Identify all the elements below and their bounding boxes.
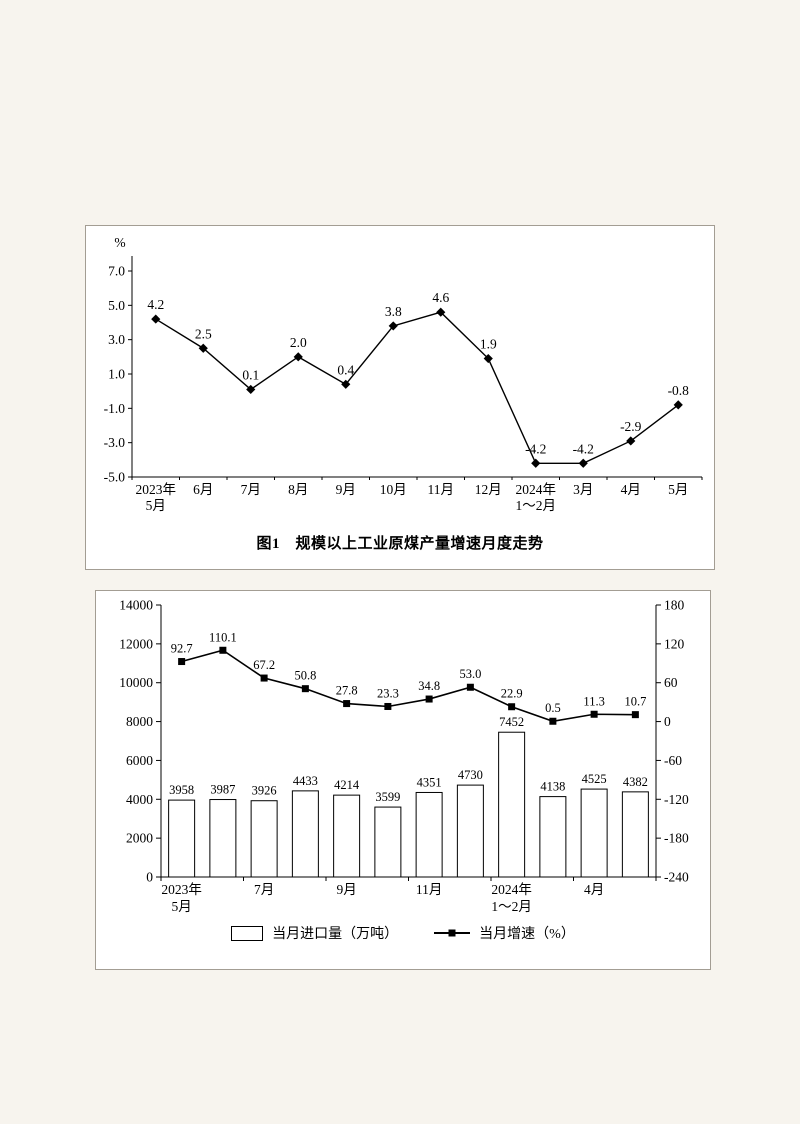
svg-text:4382: 4382 <box>623 775 648 789</box>
legend-item-growth-rate: 当月增速（%） <box>434 923 575 943</box>
svg-text:7452: 7452 <box>499 715 524 729</box>
svg-text:2023年: 2023年 <box>161 882 202 897</box>
svg-text:0.5: 0.5 <box>545 701 561 715</box>
svg-text:3987: 3987 <box>210 783 235 797</box>
svg-text:-5.0: -5.0 <box>104 470 126 485</box>
svg-text:4.2: 4.2 <box>147 297 164 312</box>
figure2-legend: 当月进口量（万吨） 当月增速（%） <box>96 923 710 943</box>
svg-text:4433: 4433 <box>293 774 318 788</box>
svg-text:2024年: 2024年 <box>516 482 557 497</box>
svg-text:5.0: 5.0 <box>108 298 125 313</box>
svg-text:-60: -60 <box>664 753 682 768</box>
svg-text:1.0: 1.0 <box>108 367 125 382</box>
svg-text:14000: 14000 <box>119 598 153 613</box>
svg-text:23.3: 23.3 <box>377 686 399 700</box>
figure1-line-chart: 7.0 5.0 3.0 1.0 -1.0 -3.0 -5.0% 4.2 2.5 0.1 2.0 0.4… <box>104 235 703 513</box>
svg-text:2.5: 2.5 <box>195 326 212 341</box>
svg-text:3958: 3958 <box>169 783 194 797</box>
svg-text:3.8: 3.8 <box>385 304 402 319</box>
svg-text:10.7: 10.7 <box>624 695 646 709</box>
svg-text:4351: 4351 <box>417 775 442 789</box>
svg-text:92.7: 92.7 <box>171 642 193 656</box>
line-marker-swatch-icon <box>434 932 471 934</box>
figure1-title: 图1 规模以上工业原煤产量增速月度走势 <box>256 536 544 552</box>
svg-text:-120: -120 <box>664 792 689 807</box>
svg-text:6月: 6月 <box>193 482 213 497</box>
svg-text:2023年: 2023年 <box>136 482 177 497</box>
svg-text:4138: 4138 <box>540 780 565 794</box>
figure2-panel: 14000 12000 10000 8000 6000 4000 2000 0 180 120 60… <box>95 590 711 970</box>
svg-text:3.0: 3.0 <box>108 332 125 347</box>
svg-text:120: 120 <box>664 636 685 651</box>
svg-text:5月: 5月 <box>668 482 688 497</box>
svg-text:%: % <box>114 235 125 250</box>
svg-text:1.9: 1.9 <box>480 337 497 352</box>
svg-text:11月: 11月 <box>428 482 455 497</box>
svg-text:0.4: 0.4 <box>337 362 354 377</box>
svg-text:9月: 9月 <box>337 882 357 897</box>
svg-text:11.3: 11.3 <box>583 694 604 708</box>
legend-item-import-volume: 当月进口量（万吨） <box>231 923 398 943</box>
svg-text:6000: 6000 <box>126 753 153 768</box>
svg-text:34.8: 34.8 <box>418 679 440 693</box>
svg-text:3599: 3599 <box>375 790 400 804</box>
svg-text:4000: 4000 <box>126 792 153 807</box>
svg-text:12月: 12月 <box>475 482 502 497</box>
svg-text:7月: 7月 <box>254 882 274 897</box>
svg-text:3926: 3926 <box>252 784 277 798</box>
svg-text:3月: 3月 <box>573 482 593 497</box>
svg-text:-4.2: -4.2 <box>525 441 546 456</box>
svg-text:-3.0: -3.0 <box>104 435 126 450</box>
legend-label-import-volume: 当月进口量（万吨） <box>272 927 399 942</box>
svg-text:27.8: 27.8 <box>336 684 358 698</box>
svg-text:5月: 5月 <box>172 899 192 914</box>
svg-text:9月: 9月 <box>336 482 356 497</box>
svg-text:2.0: 2.0 <box>290 335 307 350</box>
svg-text:2000: 2000 <box>126 831 153 846</box>
svg-text:60: 60 <box>664 675 678 690</box>
svg-text:7月: 7月 <box>241 482 261 497</box>
svg-text:-1.0: -1.0 <box>104 401 126 416</box>
svg-text:110.1: 110.1 <box>209 630 237 644</box>
svg-text:1～2月: 1～2月 <box>516 498 557 513</box>
svg-text:4730: 4730 <box>458 768 483 782</box>
svg-text:2024年: 2024年 <box>491 882 532 897</box>
svg-text:0.1: 0.1 <box>242 367 259 382</box>
svg-text:50.8: 50.8 <box>294 669 316 683</box>
figure2-combo-chart: 14000 12000 10000 8000 6000 4000 2000 0 180 120 60… <box>119 598 689 915</box>
legend-label-growth-rate: 当月增速（%） <box>479 927 575 942</box>
svg-text:4月: 4月 <box>621 482 641 497</box>
svg-text:-2.9: -2.9 <box>620 419 642 434</box>
svg-text:-4.2: -4.2 <box>573 441 594 456</box>
svg-text:4525: 4525 <box>582 772 607 786</box>
svg-text:12000: 12000 <box>119 636 153 651</box>
svg-text:-240: -240 <box>664 870 689 885</box>
svg-text:-0.8: -0.8 <box>668 383 690 398</box>
svg-text:53.0: 53.0 <box>459 667 481 681</box>
bar-swatch-icon <box>231 925 264 941</box>
svg-text:-180: -180 <box>664 831 689 846</box>
svg-text:10000: 10000 <box>119 675 153 690</box>
svg-text:1～2月: 1～2月 <box>491 899 532 914</box>
svg-text:8月: 8月 <box>288 482 308 497</box>
svg-text:7.0: 7.0 <box>108 264 125 279</box>
figure1-panel: 7.0 5.0 3.0 1.0 -1.0 -3.0 -5.0% 4.2 2.5 0.1 2.0 0.4… <box>85 225 715 570</box>
svg-text:67.2: 67.2 <box>253 658 275 672</box>
svg-text:180: 180 <box>664 598 685 613</box>
svg-text:10月: 10月 <box>380 482 407 497</box>
svg-text:5月: 5月 <box>146 498 166 513</box>
svg-text:22.9: 22.9 <box>501 687 523 701</box>
svg-text:4214: 4214 <box>334 778 360 792</box>
svg-text:4.6: 4.6 <box>432 290 449 305</box>
svg-text:0: 0 <box>146 870 153 885</box>
svg-text:11月: 11月 <box>416 882 443 897</box>
svg-text:8000: 8000 <box>126 714 153 729</box>
svg-text:0: 0 <box>664 714 671 729</box>
svg-text:4月: 4月 <box>584 882 604 897</box>
